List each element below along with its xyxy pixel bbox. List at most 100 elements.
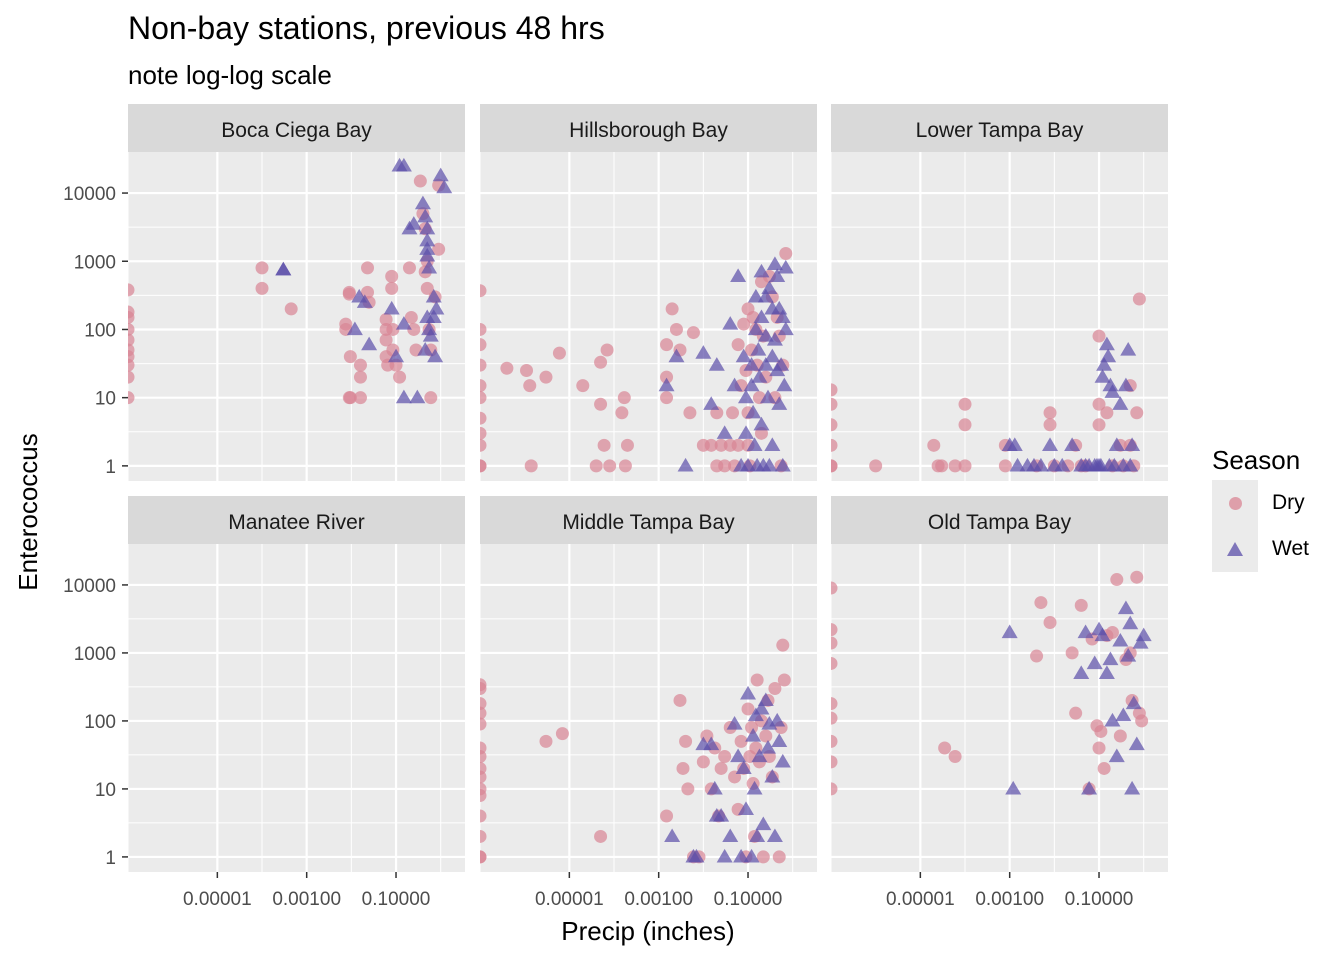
wet-point bbox=[703, 396, 720, 410]
facet-strip bbox=[480, 104, 817, 152]
wet-point bbox=[1124, 780, 1141, 795]
wet-point bbox=[746, 780, 763, 795]
wet-point bbox=[356, 294, 373, 308]
data-points bbox=[831, 292, 1146, 473]
wet-point bbox=[753, 263, 770, 278]
wet-point bbox=[740, 685, 757, 700]
dry-point bbox=[128, 322, 135, 336]
facet-strip bbox=[480, 496, 817, 544]
dry-point bbox=[424, 391, 438, 405]
wet-point bbox=[383, 300, 400, 315]
dry-point bbox=[686, 326, 700, 340]
wet-point bbox=[1112, 632, 1129, 647]
dry-point bbox=[480, 789, 487, 803]
wet-point bbox=[764, 768, 781, 783]
wet-point bbox=[730, 268, 747, 282]
wet-point bbox=[737, 801, 754, 815]
facet-panel: Lower Tampa Bay bbox=[830, 104, 1168, 481]
y-tick-label: 1000 bbox=[74, 644, 116, 665]
legend-label-dry: Dry bbox=[1272, 491, 1305, 514]
wet-point bbox=[275, 261, 292, 276]
wet-point bbox=[1100, 348, 1117, 363]
wet-point bbox=[774, 753, 791, 768]
legend: Season Dry Wet bbox=[1212, 440, 1332, 572]
wet-point bbox=[703, 736, 720, 751]
dry-point bbox=[597, 438, 611, 452]
wet-point bbox=[425, 288, 442, 303]
dry-point bbox=[673, 693, 687, 707]
facet-panel: Hillsborough Bay bbox=[479, 104, 817, 481]
wet-point bbox=[1054, 457, 1071, 472]
dry-point bbox=[1092, 329, 1106, 343]
dry-point bbox=[660, 370, 674, 384]
dry-point bbox=[750, 673, 764, 687]
wet-point bbox=[1005, 780, 1022, 795]
dry-point bbox=[831, 734, 838, 748]
dry-point bbox=[1100, 406, 1114, 420]
dry-point bbox=[831, 383, 838, 397]
dry-point bbox=[589, 459, 603, 473]
dry-point bbox=[958, 397, 972, 411]
dry-point bbox=[731, 438, 745, 452]
wet-point bbox=[777, 259, 794, 274]
y-tick-label: 1 bbox=[105, 457, 116, 478]
wet-point bbox=[776, 377, 793, 392]
dry-point bbox=[480, 358, 487, 372]
y-tick-label: 10 bbox=[95, 780, 116, 801]
dry-point bbox=[284, 302, 298, 316]
wet-point bbox=[766, 828, 783, 843]
dry-point bbox=[1043, 616, 1057, 630]
wet-point bbox=[421, 259, 438, 274]
dry-point bbox=[480, 850, 487, 864]
wet-point bbox=[722, 316, 739, 330]
wet-point bbox=[346, 321, 363, 336]
wet-point bbox=[751, 748, 768, 763]
wet-point bbox=[747, 321, 764, 336]
wet-point bbox=[1108, 437, 1125, 451]
dry-point bbox=[361, 261, 375, 275]
dry-point bbox=[379, 333, 393, 347]
triangle-marker-icon bbox=[1227, 542, 1243, 556]
wet-point bbox=[1077, 624, 1094, 639]
dry-point bbox=[1092, 418, 1106, 432]
wet-point bbox=[428, 300, 445, 315]
wet-point bbox=[774, 457, 791, 472]
facet-strip-label: Lower Tampa Bay bbox=[916, 119, 1084, 142]
wet-point bbox=[1032, 457, 1049, 472]
dry-point bbox=[669, 322, 683, 336]
dry-point bbox=[128, 358, 135, 372]
x-tick-label: 0.00100 bbox=[624, 889, 693, 910]
facet-strip bbox=[128, 104, 465, 152]
y-tick-label: 1 bbox=[105, 848, 116, 869]
wet-point bbox=[1122, 615, 1139, 630]
wet-point bbox=[1117, 600, 1134, 615]
panel-background bbox=[128, 544, 465, 872]
wet-point bbox=[726, 716, 743, 730]
dry-point bbox=[480, 459, 487, 473]
wet-point bbox=[753, 416, 770, 431]
wet-point bbox=[757, 692, 774, 707]
wet-point bbox=[749, 828, 766, 843]
dry-point bbox=[935, 459, 949, 473]
wet-point bbox=[766, 332, 783, 346]
x-tick-label: 0.10000 bbox=[362, 889, 431, 910]
wet-point bbox=[761, 280, 778, 295]
chart-title: Non-bay stations, previous 48 hrs bbox=[128, 10, 605, 46]
dry-point bbox=[480, 338, 487, 352]
dry-point bbox=[1065, 646, 1079, 660]
facet-strip-label: Middle Tampa Bay bbox=[562, 511, 735, 534]
dry-point bbox=[128, 310, 135, 324]
dry-point bbox=[480, 770, 487, 784]
dry-point bbox=[1094, 724, 1108, 738]
wet-point bbox=[753, 700, 770, 715]
dry-point bbox=[731, 338, 745, 352]
dry-point bbox=[480, 749, 487, 763]
wet-point bbox=[755, 816, 772, 831]
facet-panel: Middle Tampa Bay 0.00001 0.00100 0.10000 bbox=[479, 496, 817, 910]
dry-point bbox=[958, 418, 972, 432]
x-tick-label: 0.00001 bbox=[886, 889, 955, 910]
dry-point bbox=[1074, 598, 1088, 612]
dry-point bbox=[480, 322, 487, 336]
wet-point bbox=[361, 336, 378, 351]
wet-point bbox=[1094, 627, 1111, 642]
